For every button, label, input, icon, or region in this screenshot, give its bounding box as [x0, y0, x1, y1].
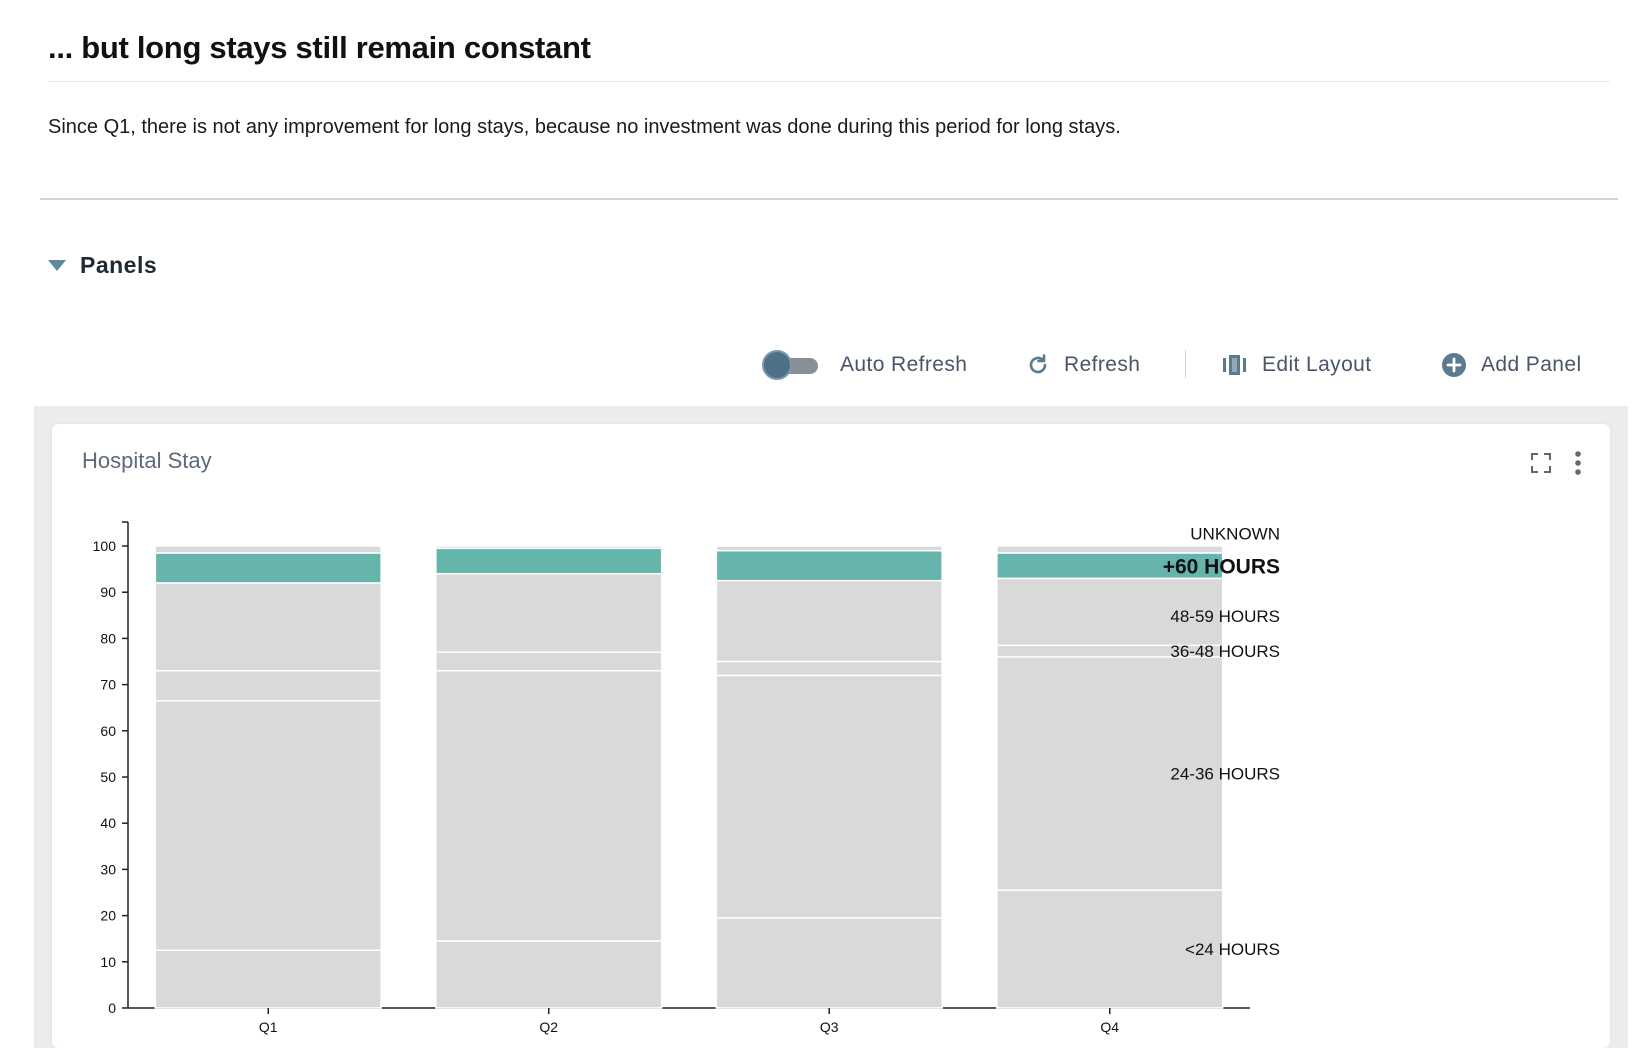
bar-segment [996, 577, 1224, 647]
y-tick-label: 90 [100, 584, 116, 600]
bar-segment [154, 949, 382, 1009]
bar-segment [154, 545, 382, 554]
y-tick-label: 70 [100, 677, 116, 693]
toggle-switch[interactable] [762, 350, 820, 380]
y-tick-label: 0 [108, 1000, 116, 1016]
bar-segment [715, 579, 943, 663]
bar-segment [996, 656, 1224, 891]
hospital-stay-panel: Hospital Stay 0 10 20 30 40 50 60 70 80 90 100 Q1 Q2… [52, 424, 1610, 1048]
y-tick-label: 30 [100, 861, 116, 877]
expand-icon[interactable] [1530, 452, 1552, 474]
series-label: 48-59 HOURS [1170, 607, 1280, 626]
story-description: Since Q1, there is not any improvement f… [48, 116, 1121, 138]
hospital-stay-chart: 0 10 20 30 40 50 60 70 80 90 100 Q1 Q2 Q3 Q4 <24 HOURS 2… [93, 521, 1280, 1035]
panel-actions [1530, 450, 1582, 476]
y-tick-label: 40 [100, 815, 116, 831]
bar-segment [996, 552, 1224, 580]
bar-segment [715, 674, 943, 919]
bar-segment [715, 660, 943, 677]
series-label: 24-36 HOURS [1170, 765, 1280, 784]
y-tick-label: 20 [100, 908, 116, 924]
bar-segment [435, 572, 663, 654]
y-tick-label: 80 [100, 630, 116, 646]
edit-layout-label: Edit Layout [1262, 353, 1372, 376]
series-label: UNKNOWN [1190, 524, 1280, 543]
auto-refresh-label: Auto Refresh [840, 353, 968, 376]
series-label: +60 HOURS [1163, 556, 1280, 579]
toolbar-separator [1185, 350, 1186, 378]
bar-segment [154, 669, 382, 702]
x-tick-label: Q1 [259, 1019, 278, 1035]
series-label: 36-48 HOURS [1170, 642, 1280, 661]
more-vertical-icon[interactable] [1574, 450, 1582, 476]
story-title: ... but long stays still remain constant [48, 30, 591, 65]
x-tick-label: Q4 [1100, 1019, 1119, 1035]
bar-segment [154, 582, 382, 672]
x-tick-label: Q3 [820, 1019, 839, 1035]
bar-segment [154, 552, 382, 584]
refresh-icon [1026, 353, 1050, 377]
edit-layout-button[interactable]: Edit Layout [1222, 346, 1371, 384]
series-label: <24 HOURS [1185, 940, 1280, 959]
section-divider [40, 198, 1618, 200]
panels-section-label: Panels [80, 252, 158, 278]
y-tick-label: 100 [93, 538, 117, 554]
y-tick-label: 60 [100, 723, 116, 739]
panels-section-toggle[interactable]: Panels [48, 252, 157, 279]
bar-segment [154, 700, 382, 951]
y-tick-label: 50 [100, 769, 116, 785]
panel-toolbar: Auto Refresh Refresh Edit Layout Add Pan… [0, 346, 1650, 384]
auto-refresh-toggle[interactable]: Auto Refresh [762, 346, 967, 384]
panel-title: Hospital Stay [82, 448, 212, 473]
refresh-button[interactable]: Refresh [1026, 346, 1140, 384]
bar-segment [435, 547, 663, 575]
caret-down-icon [48, 260, 66, 271]
refresh-label: Refresh [1064, 353, 1141, 376]
bar-segment [715, 545, 943, 552]
title-divider [48, 81, 1610, 82]
add-panel-label: Add Panel [1481, 353, 1582, 376]
edit-layout-icon [1222, 354, 1248, 376]
add-panel-button[interactable]: Add Panel [1441, 346, 1582, 384]
bar-segment [435, 545, 663, 550]
bar-segment [996, 889, 1224, 1009]
y-tick-label: 10 [100, 954, 116, 970]
bar-segment [715, 549, 943, 582]
bar-segment [996, 545, 1224, 554]
x-tick-label: Q2 [539, 1019, 558, 1035]
bar-segment [435, 940, 663, 1009]
bar-segment [435, 651, 663, 672]
bar-segment [715, 917, 943, 1009]
bar-segment [435, 669, 663, 942]
add-circle-icon [1441, 352, 1467, 378]
